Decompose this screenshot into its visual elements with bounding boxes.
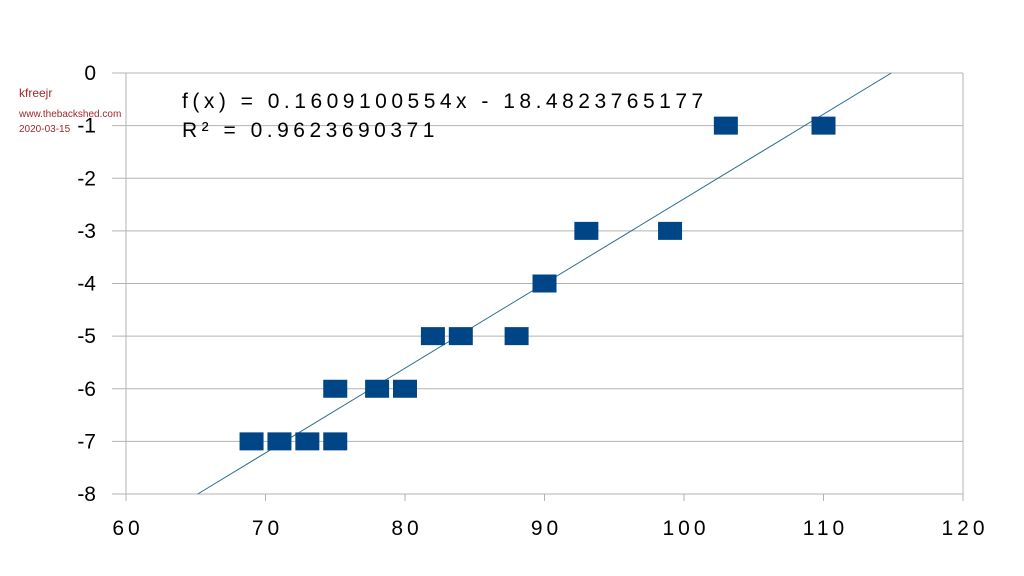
data-points <box>239 116 836 451</box>
data-point <box>323 432 348 451</box>
y-tick-label: -6 <box>77 378 96 401</box>
axes <box>125 73 964 501</box>
x-tick-label: 80 <box>391 517 422 540</box>
data-point <box>811 116 836 135</box>
data-point <box>267 432 292 451</box>
y-tick-label: -7 <box>77 430 96 453</box>
data-point <box>574 221 599 240</box>
y-tick-label: -1 <box>77 115 96 138</box>
gridlines <box>112 72 963 495</box>
tick-labels: 0 -1 -2 -3 -4 -5 -6 -7 -8 60 70 80 90 100 110 120 <box>77 62 988 540</box>
watermark-site: www.thebackshed.com <box>19 109 122 120</box>
y-tick-label: -8 <box>77 483 96 506</box>
y-tick-label: -4 <box>77 273 96 296</box>
data-point <box>393 379 417 398</box>
watermark-date: 2020-03-15 <box>19 124 71 135</box>
y-tick-label: -2 <box>77 167 96 190</box>
data-point <box>448 327 473 346</box>
data-point <box>532 274 557 293</box>
data-point <box>295 432 320 451</box>
y-tick-label: 0 <box>84 62 96 85</box>
trendline-equation: f(x) = 0.1609100554x - 18.4823765177 <box>182 90 708 113</box>
data-point <box>504 327 529 346</box>
x-tick-label: 70 <box>252 517 283 540</box>
x-tick-label: 60 <box>112 517 143 540</box>
data-point <box>239 432 264 451</box>
data-point <box>323 379 348 398</box>
data-point <box>658 221 683 240</box>
r-squared-label: R² = 0.9623690371 <box>182 119 439 142</box>
data-point <box>420 327 445 346</box>
x-tick-label: 110 <box>803 517 848 540</box>
x-tick-label: 120 <box>941 517 988 540</box>
watermark-user: kfreejr <box>19 86 53 100</box>
data-point <box>365 379 390 398</box>
y-tick-label: -3 <box>77 220 96 243</box>
data-point <box>713 116 738 135</box>
x-tick-label: 90 <box>531 517 562 540</box>
x-tick-label: 100 <box>662 517 709 540</box>
y-tick-label: -5 <box>77 325 96 348</box>
